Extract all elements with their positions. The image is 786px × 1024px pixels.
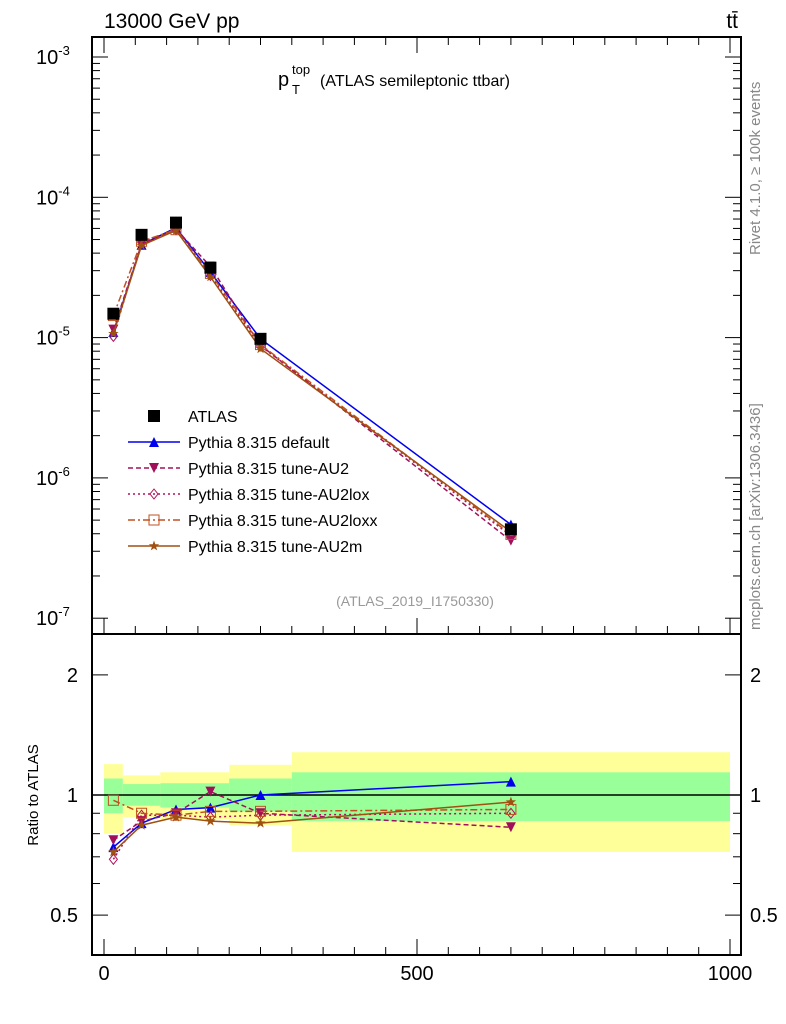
- data-point: [135, 228, 148, 241]
- ratio-tick-label: 2: [67, 665, 78, 687]
- legend-label: Pythia 8.315 tune-AU2loxx: [188, 513, 377, 530]
- ratio-point: [205, 802, 216, 813]
- ratio-ylabel: Ratio to ATLAS: [25, 744, 42, 845]
- ratio-tick-label: 2: [750, 665, 761, 687]
- series-line-main: [112, 228, 512, 537]
- series-point: [136, 240, 147, 250]
- series-point: [108, 330, 119, 343]
- series-point: [170, 224, 182, 235]
- y-tick-label: 10-3: [36, 43, 70, 69]
- legend-label: Pythia 8.315 default: [188, 435, 330, 452]
- ratio-tick-label: 1: [750, 785, 761, 807]
- title-sup: top: [292, 62, 310, 77]
- legend-label: Pythia 8.315 tune-AU2lox: [188, 487, 369, 504]
- data-point: [107, 307, 120, 320]
- series-line-ratio: [112, 780, 511, 848]
- y-tick-label: 10-7: [36, 604, 70, 630]
- ratio-tick-label: 1: [67, 785, 78, 807]
- ratio-point: [170, 809, 182, 821]
- series-point: [255, 343, 266, 354]
- ratio-point: [255, 805, 266, 817]
- ratio-point: [136, 819, 147, 830]
- ratio-point: [255, 817, 266, 828]
- process-label: tt̄: [726, 10, 738, 33]
- legend-marker: [148, 410, 160, 422]
- title-rest: (ATLAS semileptonic ttbar): [320, 73, 510, 90]
- legend-marker: [148, 540, 160, 551]
- ratio-point: [205, 786, 216, 797]
- analysis-label: (ATLAS_2019_I1750330): [336, 593, 494, 609]
- series-line-main: [112, 229, 512, 533]
- ratio-point: [505, 803, 517, 815]
- ratio-point: [506, 807, 516, 820]
- data-point: [169, 216, 182, 229]
- series-point: [108, 328, 119, 339]
- ratio-point: [505, 776, 516, 787]
- series-line-ratio: [112, 790, 511, 841]
- band-1sigma: [104, 778, 123, 814]
- ratio-point: [108, 846, 119, 857]
- ratio-point: [255, 790, 266, 800]
- energy-label: 13000 GeV pp: [104, 10, 239, 33]
- legend-marker: [149, 463, 159, 473]
- series-point: [205, 271, 216, 282]
- legend-label: ATLAS: [188, 409, 238, 426]
- ratio-point: [108, 853, 119, 866]
- x-tick-label: 0: [98, 963, 109, 985]
- ratio-tick-label: 0.5: [750, 905, 778, 927]
- ratio-point: [107, 794, 119, 806]
- y-tick-label: 10-5: [36, 324, 70, 350]
- ratio-point: [205, 815, 216, 826]
- rivet-label: Rivet 4.1.0, ≥ 100k events: [747, 82, 764, 255]
- series-line-main: [112, 226, 512, 526]
- ratio-tick-label: 0.5: [50, 905, 78, 927]
- title-p: p: [278, 69, 289, 91]
- ratio-point: [505, 796, 517, 807]
- ratio-point: [136, 807, 148, 819]
- ratio-point: [170, 811, 182, 822]
- legend-label: Pythia 8.315 tune-AU2: [188, 461, 349, 478]
- y-tick-label: 10-6: [36, 464, 70, 490]
- data-point: [204, 261, 217, 274]
- x-tick-label: 500: [400, 963, 433, 985]
- ratio-point: [108, 835, 119, 846]
- data-point: [254, 332, 267, 345]
- title-sub: T: [292, 82, 300, 97]
- series-line-ratio: [112, 801, 511, 853]
- legend-marker: [149, 488, 159, 500]
- ratio-point: [505, 822, 516, 833]
- legend-label: Pythia 8.315 tune-AU2m: [188, 539, 362, 556]
- y-tick-label: 10-4: [36, 183, 70, 209]
- x-tick-label: 1000: [708, 963, 753, 985]
- legend-marker: [149, 437, 159, 447]
- series-line-main: [112, 228, 512, 536]
- data-point: [504, 523, 517, 536]
- mcplots-label: mcplots.cern.ch [arXiv:1306.3436]: [747, 403, 764, 630]
- legend-marker: [148, 514, 160, 526]
